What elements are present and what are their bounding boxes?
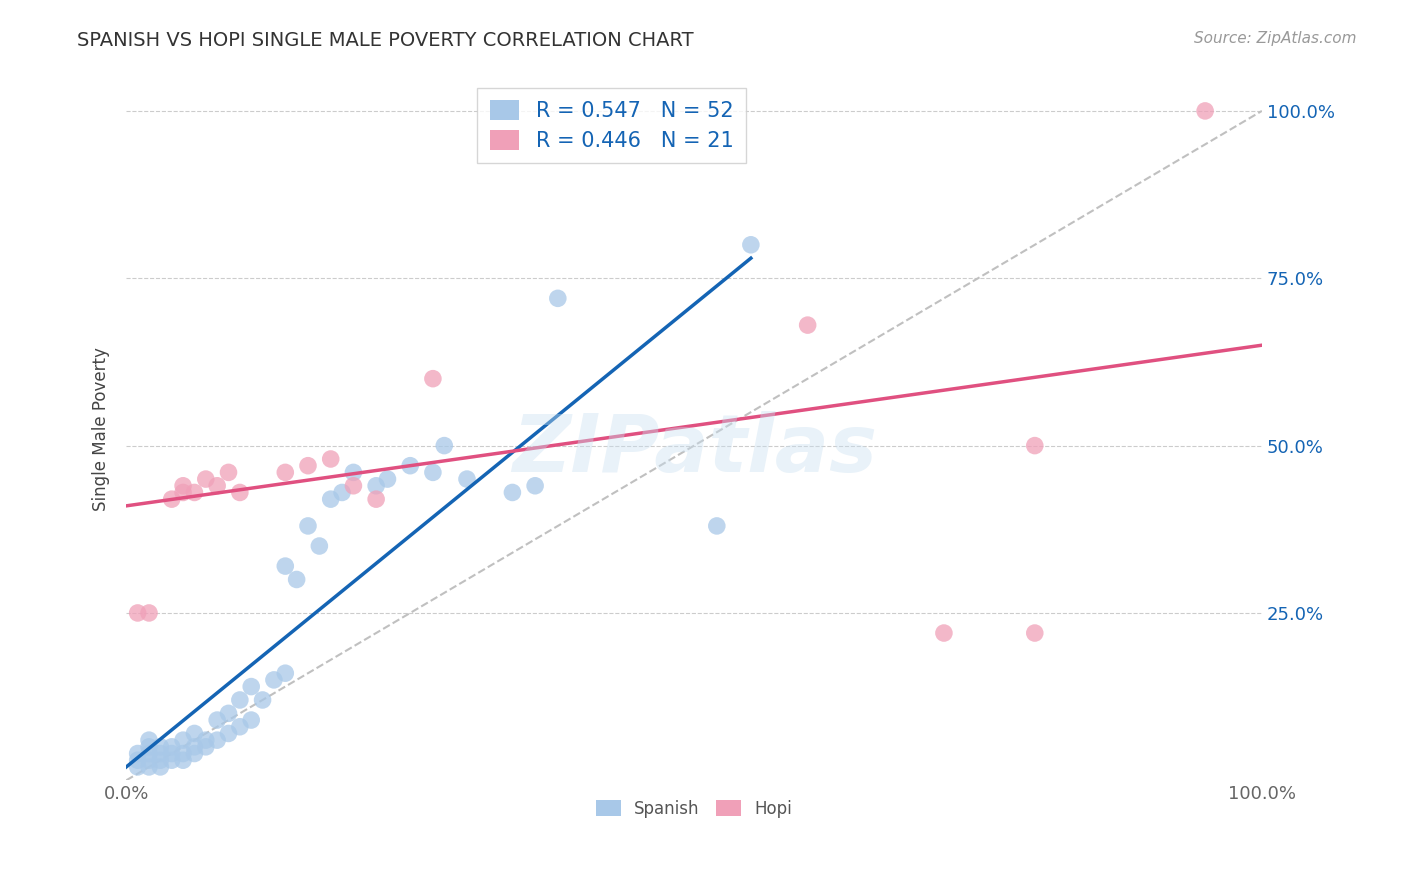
Point (194, 739, 217, 754)
Point (172, 479, 194, 493)
Point (218, 706, 240, 721)
Point (932, 626, 955, 640)
Point (183, 739, 205, 754)
Y-axis label: Single Male Poverty: Single Male Poverty (93, 347, 110, 511)
Point (796, 318, 818, 332)
Point (194, 472, 217, 486)
Point (274, 666, 297, 681)
Point (218, 726, 240, 740)
Point (138, 739, 160, 754)
Point (149, 753, 172, 767)
Point (706, 519, 728, 533)
Point (138, 606, 160, 620)
Point (740, 237, 762, 252)
Point (160, 739, 183, 754)
Point (319, 452, 342, 467)
Point (377, 472, 399, 486)
Text: Source: ZipAtlas.com: Source: ZipAtlas.com (1194, 31, 1357, 46)
Point (194, 733, 217, 747)
Point (172, 747, 194, 761)
Point (229, 485, 252, 500)
Point (399, 458, 422, 473)
Point (183, 726, 205, 740)
Point (366, 492, 388, 507)
Point (205, 733, 228, 747)
Point (205, 479, 228, 493)
Point (1194, 103, 1216, 118)
Point (1024, 626, 1046, 640)
Point (342, 479, 364, 493)
Point (422, 372, 444, 386)
Point (252, 693, 274, 707)
Legend: Spanish, Hopi: Spanish, Hopi (589, 793, 799, 825)
Point (433, 439, 456, 453)
Point (172, 485, 194, 500)
Point (229, 693, 252, 707)
Point (274, 466, 297, 480)
Point (183, 485, 205, 500)
Point (547, 291, 569, 305)
Point (240, 680, 263, 694)
Point (229, 720, 252, 734)
Point (172, 753, 194, 767)
Point (330, 485, 353, 500)
Point (308, 539, 330, 553)
Point (501, 485, 523, 500)
Point (524, 479, 547, 493)
Point (297, 519, 319, 533)
Point (274, 559, 297, 574)
Point (160, 747, 183, 761)
Text: ZIPatlas: ZIPatlas (512, 411, 876, 489)
Point (319, 492, 342, 507)
Point (127, 747, 149, 761)
Point (263, 673, 285, 687)
Point (342, 466, 364, 480)
Point (456, 472, 478, 486)
Point (160, 492, 183, 507)
Point (127, 753, 149, 767)
Point (138, 733, 160, 747)
Point (138, 753, 160, 767)
Point (1024, 439, 1046, 453)
Point (422, 466, 444, 480)
Point (160, 753, 183, 767)
Point (240, 713, 263, 727)
Point (127, 760, 149, 774)
Point (183, 747, 205, 761)
Point (366, 479, 388, 493)
Point (149, 739, 172, 754)
Point (205, 713, 228, 727)
Point (297, 458, 319, 473)
Point (172, 733, 194, 747)
Point (138, 747, 160, 761)
Point (149, 760, 172, 774)
Point (138, 760, 160, 774)
Point (127, 606, 149, 620)
Point (285, 573, 308, 587)
Point (218, 466, 240, 480)
Point (149, 747, 172, 761)
Text: SPANISH VS HOPI SINGLE MALE POVERTY CORRELATION CHART: SPANISH VS HOPI SINGLE MALE POVERTY CORR… (77, 31, 695, 50)
